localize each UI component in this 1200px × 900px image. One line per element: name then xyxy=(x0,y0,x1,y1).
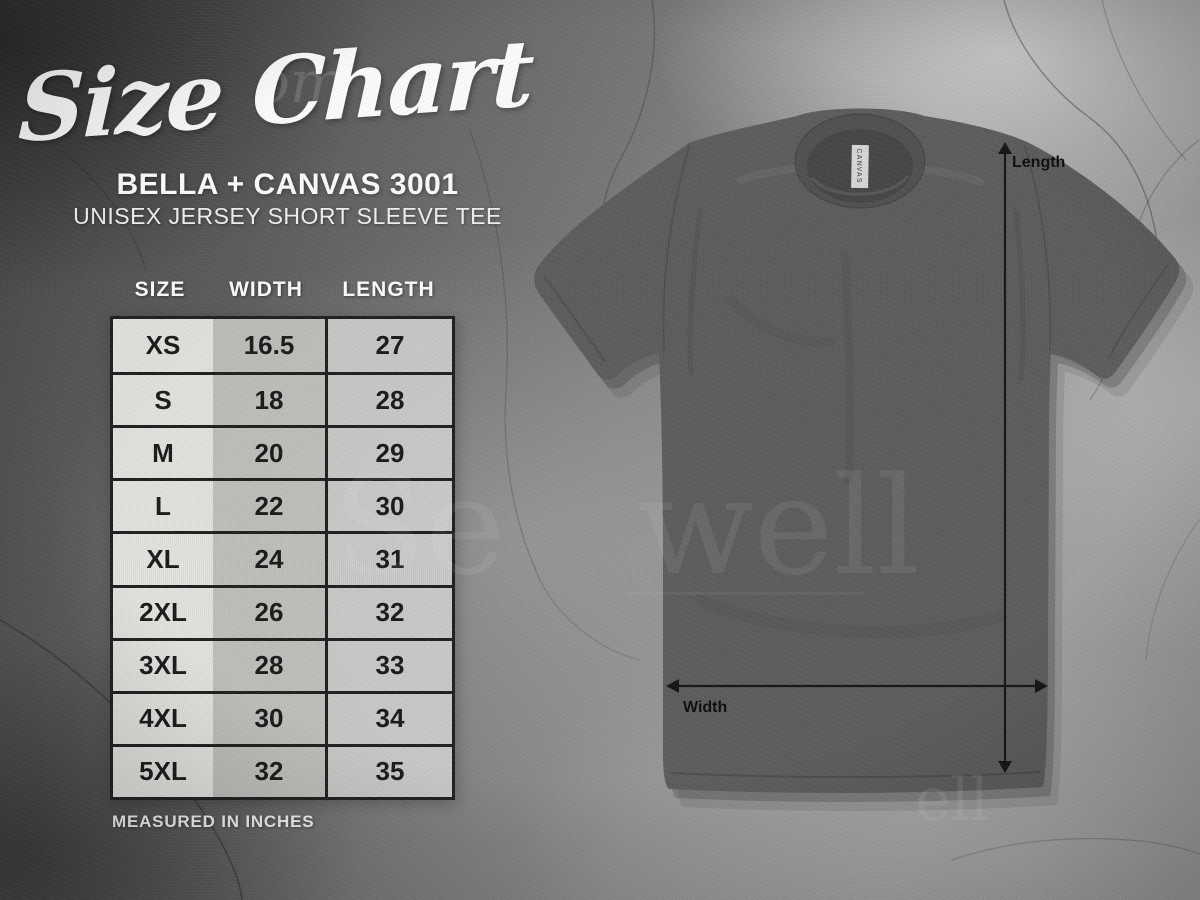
width-cell: 28 xyxy=(213,640,325,691)
collar xyxy=(794,113,926,209)
width-cell: 22 xyxy=(213,481,325,532)
length-arrow xyxy=(998,142,1012,773)
width-cell: 16.5 xyxy=(213,319,325,373)
width-cell: 20 xyxy=(213,428,325,479)
table-row: S 18 28 xyxy=(113,372,452,426)
size-cell: M xyxy=(113,428,213,479)
watermark-underline xyxy=(628,592,863,595)
length-cell: 35 xyxy=(325,746,452,797)
width-cell: 18 xyxy=(213,375,325,426)
width-cell: 26 xyxy=(213,587,325,638)
size-cell: L xyxy=(113,481,213,532)
size-cell: 2XL xyxy=(113,587,213,638)
column-header-width: WIDTH xyxy=(229,278,303,301)
tshirt-body xyxy=(534,108,1180,793)
width-label: Width xyxy=(683,699,727,716)
table-row: 3XL 28 33 xyxy=(113,637,452,691)
width-cell: 32 xyxy=(213,746,325,797)
watermark-fragment-bottom: ell xyxy=(915,765,989,835)
fabric-folds xyxy=(544,145,1169,779)
neck-label: CANVAS xyxy=(851,144,869,189)
length-cell: 29 xyxy=(325,428,452,479)
brand-line: BELLA + CANVAS 3001 xyxy=(116,168,459,201)
size-cell: XS xyxy=(113,319,213,373)
length-cell: 27 xyxy=(325,319,452,373)
table-row: L 22 30 xyxy=(113,478,452,532)
tshirt-shadow-inner xyxy=(541,117,1187,802)
table-header-row: SIZE WIDTH LENGTH xyxy=(110,278,455,302)
size-cell: S xyxy=(113,375,213,426)
length-cell: 34 xyxy=(325,693,452,744)
length-cell: 31 xyxy=(325,534,452,585)
length-cell: 28 xyxy=(325,375,452,426)
length-cell: 30 xyxy=(325,481,452,532)
table-row: XL 24 31 xyxy=(113,531,452,585)
length-label: Length xyxy=(1012,154,1065,171)
length-cell: 32 xyxy=(325,587,452,638)
table-row: 2XL 26 32 xyxy=(113,584,452,638)
width-arrow xyxy=(666,679,1048,693)
measurement-note: MEASURED IN INCHES xyxy=(112,812,315,831)
width-cell: 24 xyxy=(213,534,325,585)
width-cell: 30 xyxy=(213,693,325,744)
size-cell: 5XL xyxy=(113,746,213,797)
tshirt-shadow xyxy=(548,126,1194,811)
table-row: XS 16.5 27 xyxy=(113,319,452,373)
table-row: M 20 29 xyxy=(113,425,452,479)
column-header-size: SIZE xyxy=(134,278,186,301)
length-cell: 33 xyxy=(325,640,452,691)
size-cell: 3XL xyxy=(113,640,213,691)
table-row: 5XL 32 35 xyxy=(113,743,452,797)
size-table: XS 16.5 27 S 18 28 M 20 29 L 22 30 XL 24 31 2XL 26 32 3XL 2… xyxy=(110,316,455,800)
table-row: 4XL 30 34 xyxy=(113,690,452,744)
size-cell: 4XL xyxy=(113,693,213,744)
size-cell: XL xyxy=(113,534,213,585)
column-header-length: LENGTH xyxy=(342,278,435,301)
page-title-script: Size Chart xyxy=(16,18,535,164)
watermark-fragment-right: well xyxy=(638,448,920,605)
neck-label-text: CANVAS xyxy=(855,148,862,183)
subtitle-line: UNISEX JERSEY SHORT SLEEVE TEE xyxy=(73,203,502,229)
